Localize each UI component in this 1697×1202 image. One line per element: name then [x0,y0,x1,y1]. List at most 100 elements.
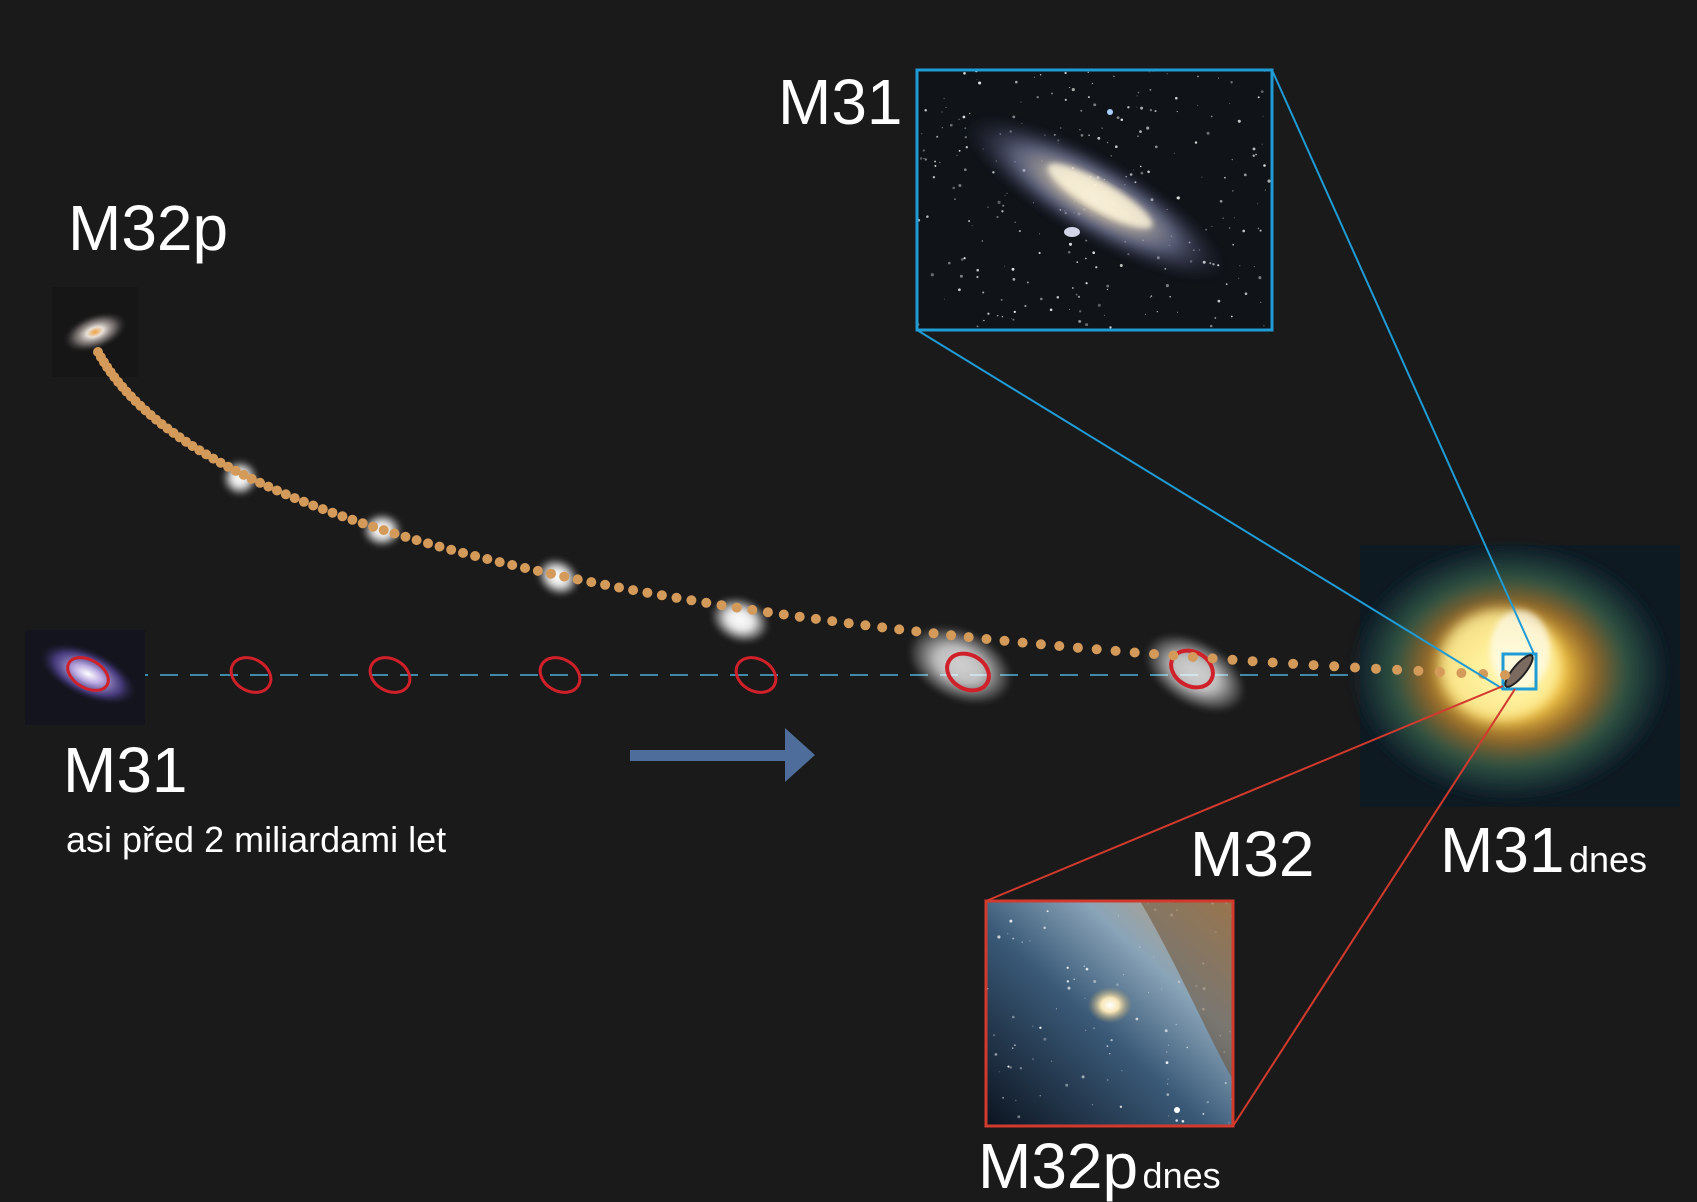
star-dot [1267,179,1271,183]
star-dot [1032,1025,1034,1027]
star-dot [1050,1060,1053,1063]
star-dot [1001,316,1004,318]
star-dot [921,133,923,135]
star-dot [1009,1066,1013,1069]
arrow-right-icon [630,728,815,782]
star-dot [963,168,967,172]
trajectory-dot [946,630,957,641]
star-dot [1011,267,1015,271]
trajectory-dot [215,457,226,468]
trajectory-dot [559,571,570,582]
star-dot [1259,229,1262,232]
m31-inset-label: M31 [778,66,903,138]
star-dot [1083,965,1085,967]
star-dot [1103,314,1106,316]
star-dot [1080,133,1084,137]
star-dot [1059,127,1062,129]
star-dot [963,72,966,75]
star-dot [971,224,973,227]
trajectory-dot [238,469,249,480]
trajectory-dot [411,535,422,546]
trajectory-dot [963,632,974,643]
star-dot [1071,287,1074,289]
trajectory-dot [255,477,265,488]
star-dot [1148,991,1150,993]
star-dot [1068,308,1071,310]
star-dot [994,1053,998,1056]
star-dot [1153,956,1155,958]
trajectory-dot [434,541,445,552]
trajectory-dot [1308,660,1319,671]
star-dot [1110,1039,1113,1042]
star-dot [1109,326,1112,329]
star-dot [959,274,963,278]
star-dot [1127,106,1130,109]
star-dot [1164,1029,1168,1033]
star-dot [1106,288,1109,291]
star-dot [1001,210,1004,213]
star-dot [1078,319,1082,323]
star-dot [1026,281,1029,284]
trajectory-dot [507,560,518,570]
star-dot [1260,90,1264,93]
star-dot [1231,158,1234,161]
star-dot [1032,1058,1034,1060]
star-dot [1219,199,1223,203]
star-dot [1222,217,1224,219]
trajectory-dot [981,634,992,644]
star-dot [1116,983,1119,986]
star-dot [1165,284,1169,288]
trajectory-dot [280,489,291,500]
trajectory-dot [1110,645,1121,656]
trajectory-dot [1035,639,1046,650]
trajectory-dot [1072,642,1083,653]
trajectory-dot [572,574,583,585]
star-dot [1166,1051,1168,1053]
trajectory-dot [586,577,597,588]
star-dot [1263,164,1266,167]
star-dot [923,157,925,159]
star-dot [948,261,951,265]
star-dot [1014,80,1018,84]
star-dot [976,275,979,279]
star-dot [1064,71,1067,75]
star-dot [1039,74,1042,76]
m31-position-ellipse [538,656,582,694]
trajectory-dot [1371,663,1381,674]
star-dot [1106,284,1110,288]
star-dot [1139,130,1142,133]
star-dot [965,146,968,149]
star-dot [1020,101,1022,103]
star-dot [1122,974,1124,976]
star-dot [1117,915,1119,917]
trajectory-dot [423,538,433,549]
star-dot [1119,1105,1123,1109]
m31-today-suffix: dnes [1568,839,1648,880]
star-dot [943,97,945,100]
m31-today-label-group: M31 dnes [1440,818,1647,882]
m32p-trajectory [93,347,1510,680]
trajectory-dot [1500,670,1510,680]
trajectory-dot [731,602,742,613]
trajectory-dot [794,611,805,622]
star-dot [1169,295,1172,298]
star-dot [949,123,953,127]
star-dot [1067,250,1071,254]
star-dot [1167,1078,1169,1080]
m32-inset [984,685,1516,1128]
trajectory-dot [1413,665,1424,676]
star-dot [926,215,929,218]
star-dot [1206,131,1210,135]
trajectory-dot [458,547,468,558]
star-dot [1137,135,1139,138]
trajectory-dot [1392,664,1403,675]
star-dot [1148,71,1150,73]
star-dot [1017,1115,1021,1119]
star-dot [1091,1103,1094,1106]
star-dot [943,298,945,300]
trajectory-dot [357,518,368,529]
star-dot [1224,1082,1227,1085]
star-dot [982,291,985,294]
star-dot [1264,189,1266,191]
